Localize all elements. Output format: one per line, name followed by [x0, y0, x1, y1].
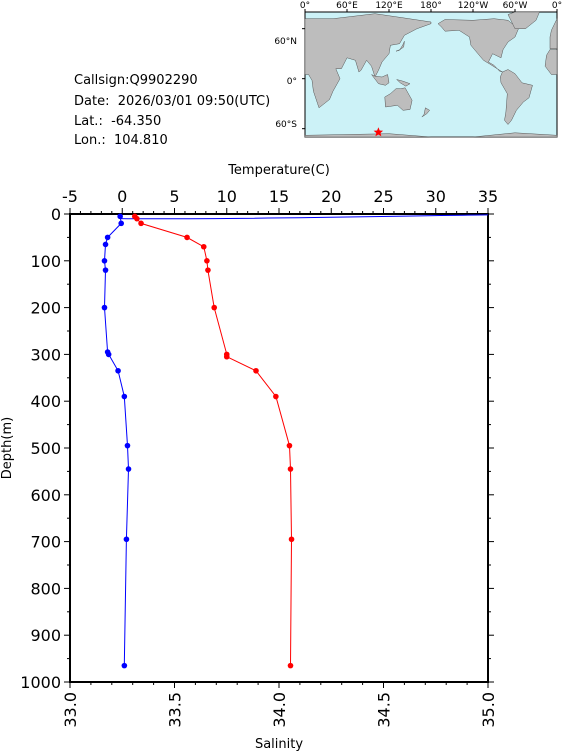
temperature-data-point — [204, 258, 210, 264]
salinity-axis-title: Salinity — [255, 737, 303, 751]
temperature-data-point — [211, 304, 218, 311]
land-mass — [437, 18, 519, 73]
salinity-data-point — [102, 267, 109, 273]
temperature-data-point — [273, 393, 279, 400]
depth-tick-label: 700 — [30, 533, 61, 552]
station-marker-icon — [373, 127, 384, 137]
land-mass — [421, 107, 430, 118]
temperature-tick-labels: -5 0 5 10 15 20 25 30 35 — [62, 187, 498, 206]
depth-axis-title: Depth(m) — [0, 417, 15, 479]
land-mass — [507, 11, 540, 29]
callsign-label: Callsign:Q9902290 — [74, 73, 198, 88]
temperature-tick-label: -5 — [62, 187, 78, 206]
salinity-tick-label: 33.0 — [61, 692, 80, 728]
salinity-data-point — [101, 304, 108, 311]
depth-tick-label: 1000 — [20, 673, 61, 692]
salinity-data-point — [117, 213, 123, 220]
salinity-data-point — [118, 220, 125, 227]
series-layer — [101, 213, 489, 669]
lat-label: Lat.: -64.350 — [74, 114, 162, 129]
map-lat-tick: 0° — [287, 77, 297, 87]
temperature-tick-label: 15 — [269, 187, 289, 206]
map-lon-tick: 180° — [420, 1, 442, 11]
lon-label: Lon.: 104.810 — [74, 133, 168, 148]
temperature-data-point — [288, 536, 295, 543]
temperature-data-point — [223, 351, 230, 358]
temperature-axis-title: Temperature(C) — [227, 163, 330, 178]
depth-tick-label: 600 — [30, 486, 61, 505]
salinity-data-point — [105, 351, 112, 358]
land-mass — [500, 69, 533, 125]
salinity-data-point — [121, 662, 128, 669]
depth-tick-label: 200 — [30, 299, 61, 318]
land-mass — [371, 74, 390, 86]
date-label: Date: 2026/03/01 09:50(UTC) — [74, 94, 271, 109]
temperature-data-point — [138, 220, 144, 227]
temperature-data-point — [200, 243, 207, 250]
depth-tick-labels: 0 100 200 300 400 500 600 700 800 900 1000 — [20, 205, 61, 692]
salinity-data-point — [104, 234, 111, 241]
map-lon-tick: 120°E — [375, 1, 403, 11]
land-mass — [304, 13, 432, 109]
salinity-data-point — [124, 442, 131, 449]
temperature-tick-label: 30 — [426, 187, 446, 206]
land-mass — [304, 132, 558, 138]
salinity-data-point — [121, 393, 128, 400]
salinity-data-point — [115, 367, 121, 374]
temperature-tick-label: 10 — [217, 187, 237, 206]
salinity-data-point — [102, 241, 109, 248]
axis-ticks — [64, 208, 494, 688]
depth-tick-label: 100 — [30, 252, 61, 271]
temperature-data-point — [223, 353, 230, 360]
temperature-tick-label: 5 — [169, 187, 179, 206]
location-map: 0° 60°E 120°E 180° 120°W 60°W 0° 60°N 0°… — [274, 1, 562, 138]
salinity-surface-trace — [120, 214, 489, 220]
salinity-data-point — [104, 349, 111, 355]
depth-tick-label: 800 — [30, 579, 61, 598]
temperature-tick-label: 35 — [478, 187, 498, 206]
map-land — [304, 11, 558, 138]
depth-tick-label: 0 — [51, 205, 61, 224]
map-lat-tick: 60°S — [275, 120, 297, 130]
land-mass — [549, 18, 558, 49]
temperature-tick-label: 0 — [117, 187, 127, 206]
depth-tick-label: 500 — [30, 439, 61, 458]
salinity-tick-labels: 33.0 33.5 34.0 34.5 35.0 — [61, 692, 498, 728]
temperature-tick-label: 25 — [373, 187, 393, 206]
temperature-data-point — [205, 267, 211, 273]
map-ticks — [302, 9, 558, 130]
map-lon-tick: 60°E — [336, 1, 358, 11]
salinity-data-point — [123, 536, 130, 543]
depth-tick-label: 900 — [30, 626, 61, 645]
map-lat-tick: 60°N — [274, 37, 297, 47]
map-lon-tick: 60°W — [503, 1, 528, 11]
temperature-data-point — [131, 213, 138, 220]
salinity-profile-line — [103, 216, 130, 666]
map-lon-tick: 120°W — [458, 1, 489, 11]
plot-frame — [69, 213, 489, 683]
salinity-tick-label: 34.5 — [375, 692, 394, 728]
land-mass — [396, 79, 411, 87]
temperature-data-point — [286, 442, 293, 449]
temperature-data-point — [134, 215, 140, 222]
temperature-data-point — [287, 662, 294, 669]
depth-tick-label: 300 — [30, 345, 61, 364]
temperature-tick-label: 20 — [321, 187, 341, 206]
map-lon-tick: 0° — [552, 1, 562, 11]
map-lon-tick: 0° — [300, 1, 310, 11]
temperature-profile-line — [134, 215, 293, 666]
salinity-tick-label: 34.0 — [270, 692, 289, 728]
salinity-data-point — [125, 466, 132, 472]
land-mass — [395, 41, 405, 52]
land-mass — [384, 87, 413, 111]
depth-tick-label: 400 — [30, 392, 61, 411]
salinity-data-point — [101, 258, 108, 264]
salinity-tick-label: 33.5 — [166, 692, 185, 728]
land-mass — [544, 49, 558, 75]
temperature-data-point — [287, 466, 294, 472]
salinity-tick-label: 35.0 — [479, 692, 498, 728]
temperature-data-point — [253, 367, 259, 374]
temperature-data-point — [184, 234, 190, 241]
